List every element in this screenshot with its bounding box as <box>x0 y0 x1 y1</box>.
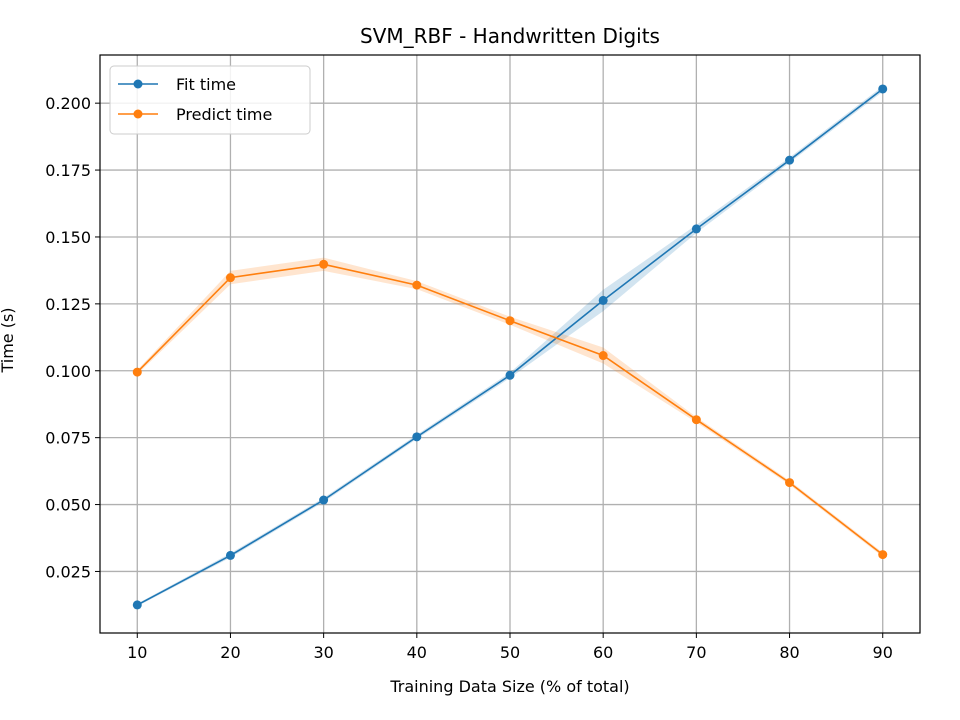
x-tick-label: 40 <box>407 643 427 662</box>
legend-fit-time-marker <box>133 79 143 89</box>
x-axis-ticks: 10 20 30 40 50 60 70 80 90 <box>127 633 893 662</box>
y-tick-label: 0.150 <box>45 228 91 247</box>
fit-time-point <box>505 370 515 380</box>
x-tick-label: 30 <box>313 643 333 662</box>
legend: Fit time Predict time <box>109 65 311 135</box>
legend-predict-time-label: Predict time <box>176 105 272 124</box>
predict-time-point <box>691 415 701 425</box>
predict-time-point <box>132 367 142 377</box>
y-axis-ticks: 0.025 0.050 0.075 0.100 0.125 0.150 0.175 0.200 <box>45 94 100 581</box>
predict-time-point <box>505 316 515 326</box>
y-axis-label: Time (s) <box>0 307 17 373</box>
y-tick-label: 0.125 <box>45 295 91 314</box>
predict-time-point <box>319 259 329 269</box>
fit-time-point <box>319 495 329 505</box>
fit-time-point <box>598 295 608 305</box>
x-tick-label: 60 <box>593 643 613 662</box>
x-axis-label: Training Data Size (% of total) <box>389 677 629 696</box>
x-tick-label: 70 <box>686 643 706 662</box>
predict-time-point <box>225 273 235 283</box>
predict-time-point <box>598 351 608 361</box>
x-tick-label: 80 <box>779 643 799 662</box>
x-tick-label: 20 <box>220 643 240 662</box>
series-points <box>132 84 888 610</box>
fit-time-point <box>878 84 888 94</box>
grid <box>100 55 920 633</box>
predict-time-point <box>878 550 888 560</box>
legend-fit-time-label: Fit time <box>176 75 236 94</box>
predict-time-point <box>412 280 422 290</box>
legend-box <box>109 65 311 135</box>
y-tick-label: 0.100 <box>45 362 91 381</box>
y-tick-label: 0.175 <box>45 161 91 180</box>
x-tick-label: 50 <box>500 643 520 662</box>
legend-predict-time-marker <box>133 109 143 119</box>
fit-time-point <box>412 432 422 442</box>
y-tick-label: 0.075 <box>45 429 91 448</box>
fit-time-point <box>785 155 795 165</box>
predict-time-point <box>785 478 795 488</box>
fit-time-point <box>225 550 235 560</box>
fit-time-point <box>691 224 701 234</box>
y-tick-label: 0.050 <box>45 496 91 515</box>
x-tick-label: 10 <box>127 643 147 662</box>
x-tick-label: 90 <box>873 643 893 662</box>
y-tick-label: 0.200 <box>45 94 91 113</box>
chart-title: SVM_RBF - Handwritten Digits <box>360 24 660 48</box>
y-tick-label: 0.025 <box>45 562 91 581</box>
fit-time-point <box>132 600 142 610</box>
